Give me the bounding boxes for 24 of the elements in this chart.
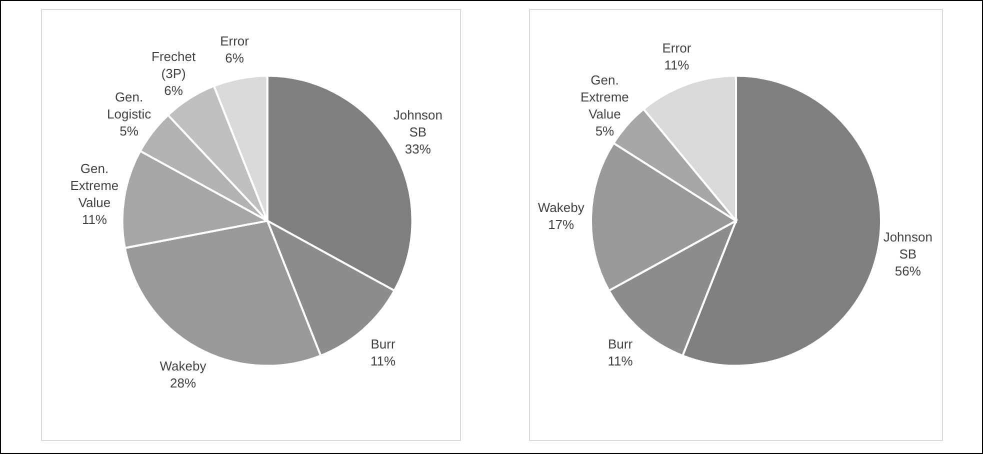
data-label: 17% <box>548 216 575 232</box>
data-label: 11% <box>370 353 396 368</box>
data-label: 5% <box>595 123 615 138</box>
data-label: 11% <box>608 353 634 368</box>
data-label: 5% <box>120 123 139 138</box>
slice-label: Error <box>662 40 692 56</box>
data-label: 33% <box>404 141 432 156</box>
slice-label: Wakeby <box>160 358 207 374</box>
data-label: 6% <box>225 50 244 65</box>
data-label: 11% <box>82 211 108 226</box>
slice-label: Frechet (3P) <box>152 48 196 81</box>
data-label: 11% <box>664 57 690 72</box>
slice-label: Johnson SB <box>393 107 443 140</box>
slice-label: Wakeby <box>538 199 585 214</box>
slice-label: Burr <box>608 336 634 352</box>
data-label: 56% <box>894 263 922 278</box>
slice-label: Gen. Extreme Value <box>580 72 629 122</box>
slice-label: Burr <box>370 336 396 352</box>
slice-label: Gen. Logistic <box>107 89 152 122</box>
data-label: 6% <box>164 82 184 98</box>
slice-label: Johnson SB <box>883 229 932 262</box>
data-label: 28% <box>170 375 196 390</box>
slice-label: Error <box>220 32 250 48</box>
slice-label: Gen. Extreme Value <box>70 160 119 210</box>
